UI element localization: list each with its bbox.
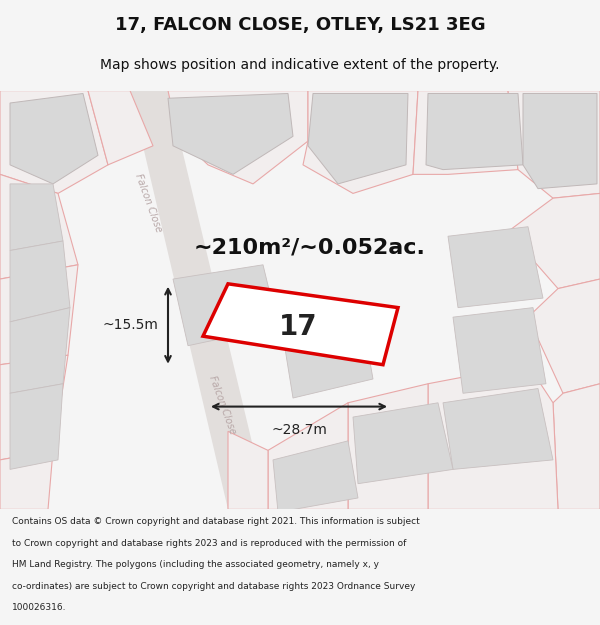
Polygon shape (10, 308, 70, 393)
Polygon shape (443, 389, 553, 469)
Text: Contains OS data © Crown copyright and database right 2021. This information is : Contains OS data © Crown copyright and d… (12, 518, 420, 526)
Polygon shape (268, 402, 348, 509)
Polygon shape (10, 384, 63, 469)
Polygon shape (283, 322, 373, 398)
Polygon shape (308, 94, 408, 184)
Polygon shape (353, 402, 453, 484)
Polygon shape (553, 384, 600, 509)
Polygon shape (88, 91, 153, 165)
Polygon shape (508, 91, 600, 198)
Polygon shape (0, 451, 53, 509)
Polygon shape (168, 94, 293, 174)
Polygon shape (426, 94, 523, 169)
Text: HM Land Registry. The polygons (including the associated geometry, namely x, y: HM Land Registry. The polygons (includin… (12, 560, 379, 569)
Polygon shape (10, 184, 63, 251)
Polygon shape (173, 265, 278, 346)
Text: Map shows position and indicative extent of the property.: Map shows position and indicative extent… (100, 58, 500, 72)
Polygon shape (0, 91, 108, 193)
Polygon shape (168, 91, 308, 184)
Polygon shape (273, 441, 358, 512)
Polygon shape (10, 241, 70, 322)
Polygon shape (413, 91, 518, 174)
Text: 17: 17 (278, 312, 317, 341)
Polygon shape (10, 94, 98, 184)
Polygon shape (508, 193, 600, 289)
Polygon shape (0, 174, 78, 279)
Polygon shape (203, 284, 398, 365)
Text: 100026316.: 100026316. (12, 603, 67, 612)
Text: ~15.5m: ~15.5m (102, 318, 158, 332)
Text: Falcon Close: Falcon Close (133, 173, 163, 234)
Polygon shape (448, 227, 543, 308)
Polygon shape (348, 384, 428, 509)
Text: 17, FALCON CLOSE, OTLEY, LS21 3EG: 17, FALCON CLOSE, OTLEY, LS21 3EG (115, 16, 485, 34)
Text: to Crown copyright and database rights 2023 and is reproduced with the permissio: to Crown copyright and database rights 2… (12, 539, 406, 548)
Polygon shape (130, 91, 268, 509)
Polygon shape (453, 308, 546, 393)
Polygon shape (528, 279, 600, 393)
Polygon shape (303, 91, 418, 193)
Polygon shape (0, 265, 78, 365)
Text: ~28.7m: ~28.7m (271, 422, 327, 437)
Polygon shape (523, 94, 597, 189)
Polygon shape (428, 365, 558, 509)
Text: ~210m²/~0.052ac.: ~210m²/~0.052ac. (194, 238, 426, 258)
Polygon shape (0, 355, 68, 460)
Text: Falcon Close: Falcon Close (207, 374, 237, 436)
Text: co-ordinates) are subject to Crown copyright and database rights 2023 Ordnance S: co-ordinates) are subject to Crown copyr… (12, 582, 415, 591)
Polygon shape (228, 431, 268, 509)
